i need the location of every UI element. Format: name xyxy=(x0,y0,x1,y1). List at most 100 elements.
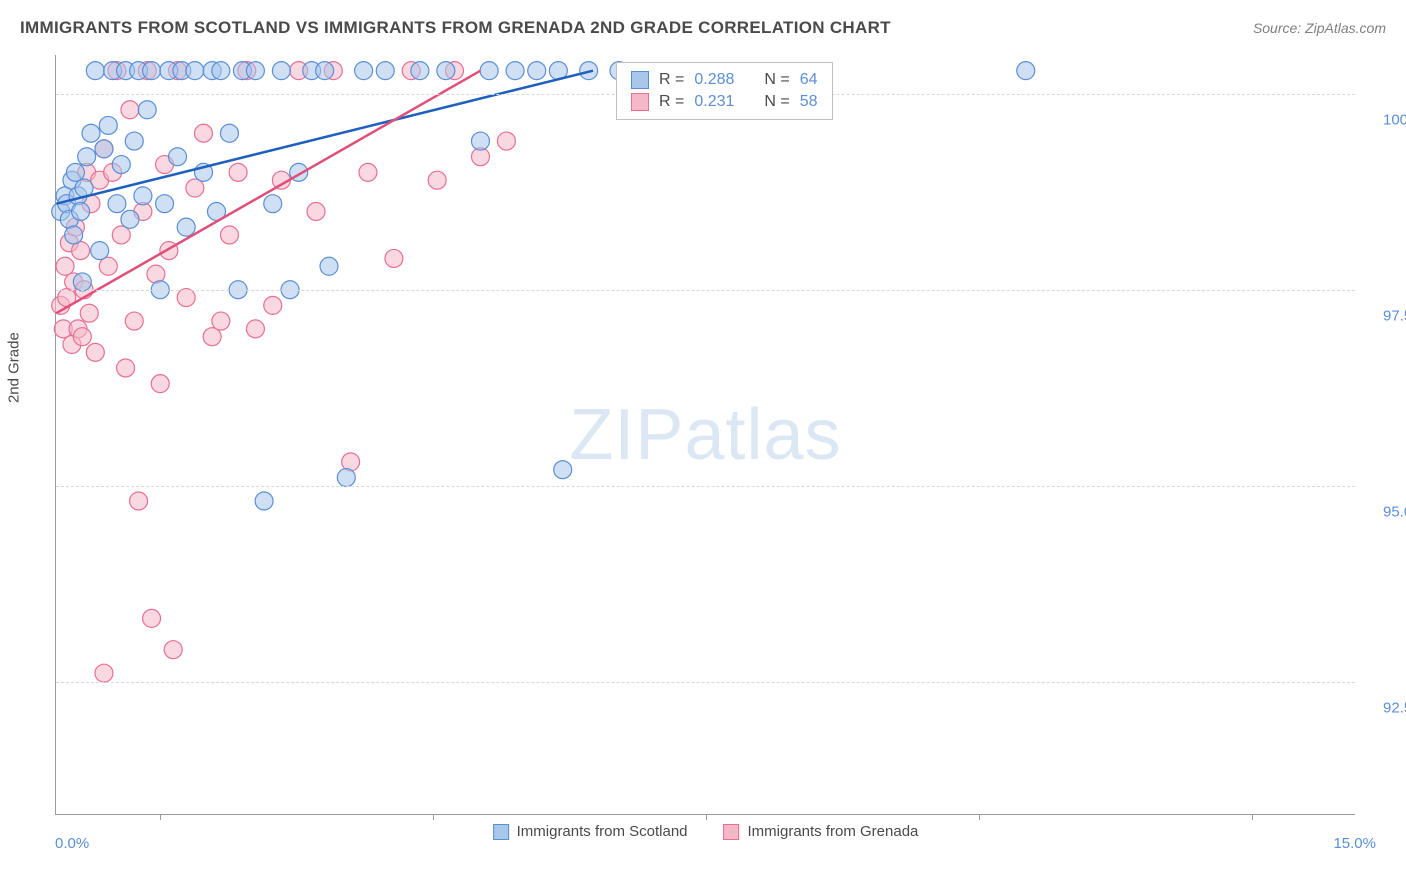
scatter-point-scotland xyxy=(134,187,152,205)
scatter-point-scotland xyxy=(186,62,204,80)
scatter-point-scotland xyxy=(212,62,230,80)
scatter-point-scotland xyxy=(355,62,373,80)
scatter-point-grenada xyxy=(130,492,148,510)
scatter-point-scotland xyxy=(86,62,104,80)
stats-box: R = 0.288 N = 64 R = 0.231 N = 58 xyxy=(616,62,833,120)
scatter-point-grenada xyxy=(56,257,74,275)
scatter-point-scotland xyxy=(99,116,117,134)
scatter-point-scotland xyxy=(169,148,187,166)
x-tick xyxy=(160,814,161,820)
scatter-point-grenada xyxy=(203,328,221,346)
stats-swatch-grenada xyxy=(631,93,649,111)
scatter-point-grenada xyxy=(80,304,98,322)
x-tick xyxy=(433,814,434,820)
scatter-point-grenada xyxy=(164,641,182,659)
regression-line-grenada xyxy=(56,71,480,314)
scatter-point-grenada xyxy=(117,359,135,377)
y-tick-label: 95.0% xyxy=(1365,503,1406,520)
stats-row-grenada: R = 0.231 N = 58 xyxy=(631,91,818,113)
scatter-point-scotland xyxy=(138,101,156,119)
scatter-point-scotland xyxy=(91,242,109,260)
gridline-h xyxy=(56,682,1355,683)
scatter-point-scotland xyxy=(143,62,161,80)
scatter-point-scotland xyxy=(65,226,83,244)
scatter-point-scotland xyxy=(73,273,91,291)
x-axis-label-max: 15.0% xyxy=(1333,835,1376,852)
gridline-h xyxy=(56,486,1355,487)
scatter-point-scotland xyxy=(337,469,355,487)
scatter-point-grenada xyxy=(385,249,403,267)
legend-item-scotland: Immigrants from Scotland xyxy=(493,823,688,840)
scatter-point-grenada xyxy=(151,375,169,393)
scatter-point-scotland xyxy=(95,140,113,158)
scatter-point-scotland xyxy=(82,124,100,142)
scatter-point-grenada xyxy=(195,124,213,142)
stats-r-label: R = xyxy=(659,93,684,111)
scatter-point-scotland xyxy=(78,148,96,166)
stats-n-label: N = xyxy=(764,71,789,89)
x-tick xyxy=(706,814,707,820)
scatter-point-scotland xyxy=(320,257,338,275)
scatter-point-scotland xyxy=(264,195,282,213)
scatter-point-scotland xyxy=(246,62,264,80)
scatter-point-grenada xyxy=(95,664,113,682)
scatter-point-scotland xyxy=(121,210,139,228)
y-tick-label: 100.0% xyxy=(1365,112,1406,129)
scatter-point-scotland xyxy=(528,62,546,80)
scatter-point-scotland xyxy=(156,195,174,213)
scatter-point-scotland xyxy=(112,156,130,174)
scatter-point-scotland xyxy=(506,62,524,80)
legend-swatch-scotland xyxy=(493,824,509,840)
stats-n-label: N = xyxy=(764,93,789,111)
scatter-point-grenada xyxy=(73,328,91,346)
stats-swatch-scotland xyxy=(631,71,649,89)
y-tick-label: 97.5% xyxy=(1365,308,1406,325)
legend-label-grenada: Immigrants from Grenada xyxy=(748,823,919,840)
scatter-point-scotland xyxy=(316,62,334,80)
chart-source: Source: ZipAtlas.com xyxy=(1253,20,1386,36)
chart-title: IMMIGRANTS FROM SCOTLAND VS IMMIGRANTS F… xyxy=(20,18,891,38)
scatter-point-grenada xyxy=(264,296,282,314)
x-tick xyxy=(979,814,980,820)
scatter-point-grenada xyxy=(246,320,264,338)
stats-r-value: 0.231 xyxy=(694,93,734,111)
plot-area: ZIPatlas Immigrants from ScotlandImmigra… xyxy=(55,55,1355,815)
scatter-point-scotland xyxy=(437,62,455,80)
legend-bottom: Immigrants from Scotland Immigrants from … xyxy=(493,823,919,840)
stats-n-value: 64 xyxy=(800,71,818,89)
legend-swatch-grenada xyxy=(724,824,740,840)
scatter-point-scotland xyxy=(376,62,394,80)
scatter-point-scotland xyxy=(66,163,84,181)
scatter-point-scotland xyxy=(255,492,273,510)
scatter-point-scotland xyxy=(471,132,489,150)
scatter-point-scotland xyxy=(272,62,290,80)
stats-r-value: 0.288 xyxy=(694,71,734,89)
scatter-point-scotland xyxy=(411,62,429,80)
scatter-point-scotland xyxy=(1017,62,1035,80)
y-tick-label: 92.5% xyxy=(1365,699,1406,716)
legend-label-scotland: Immigrants from Scotland xyxy=(517,823,688,840)
plot-svg xyxy=(56,55,1355,814)
scatter-point-grenada xyxy=(212,312,230,330)
stats-r-label: R = xyxy=(659,71,684,89)
scatter-point-grenada xyxy=(229,163,247,181)
scatter-point-grenada xyxy=(428,171,446,189)
stats-n-value: 58 xyxy=(800,93,818,111)
title-bar: IMMIGRANTS FROM SCOTLAND VS IMMIGRANTS F… xyxy=(20,18,1386,38)
scatter-point-grenada xyxy=(177,289,195,307)
scatter-point-grenada xyxy=(143,609,161,627)
legend-item-grenada: Immigrants from Grenada xyxy=(724,823,919,840)
scatter-point-scotland xyxy=(480,62,498,80)
scatter-point-grenada xyxy=(86,343,104,361)
scatter-point-grenada xyxy=(220,226,238,244)
scatter-point-grenada xyxy=(359,163,377,181)
scatter-point-grenada xyxy=(99,257,117,275)
x-tick xyxy=(1252,814,1253,820)
stats-row-scotland: R = 0.288 N = 64 xyxy=(631,69,818,91)
gridline-h xyxy=(56,290,1355,291)
scatter-point-grenada xyxy=(186,179,204,197)
scatter-point-scotland xyxy=(177,218,195,236)
scatter-point-scotland xyxy=(125,132,143,150)
scatter-point-grenada xyxy=(112,226,130,244)
x-axis-label-min: 0.0% xyxy=(55,835,89,852)
